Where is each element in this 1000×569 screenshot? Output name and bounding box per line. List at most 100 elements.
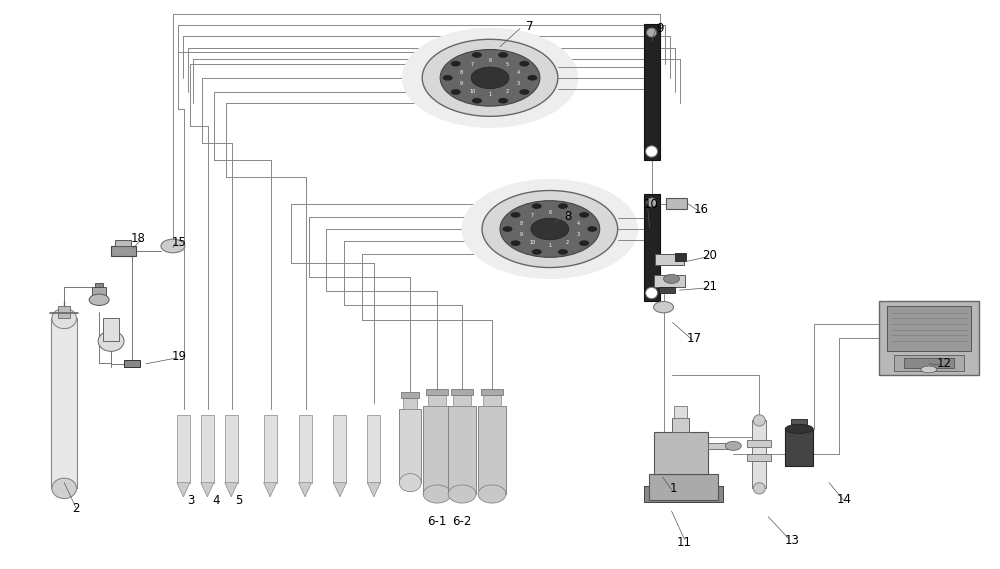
Ellipse shape xyxy=(725,442,741,451)
Circle shape xyxy=(472,98,482,104)
Text: 5: 5 xyxy=(506,61,509,67)
Text: 10: 10 xyxy=(529,240,535,245)
Text: 8: 8 xyxy=(520,221,523,226)
Ellipse shape xyxy=(422,39,558,116)
Circle shape xyxy=(511,212,521,218)
Text: 18: 18 xyxy=(131,232,145,245)
Circle shape xyxy=(519,89,529,95)
Bar xyxy=(92,287,106,300)
Text: 14: 14 xyxy=(837,493,852,506)
Bar xyxy=(752,420,766,488)
Polygon shape xyxy=(333,483,346,497)
Circle shape xyxy=(587,226,597,232)
Circle shape xyxy=(558,203,568,209)
Ellipse shape xyxy=(98,331,124,351)
Circle shape xyxy=(498,98,508,104)
Text: 3: 3 xyxy=(577,232,580,237)
Ellipse shape xyxy=(785,424,813,434)
Circle shape xyxy=(451,89,461,95)
Text: 5: 5 xyxy=(235,494,242,508)
Bar xyxy=(225,415,238,483)
Ellipse shape xyxy=(531,218,569,240)
Circle shape xyxy=(498,52,508,58)
Bar xyxy=(666,199,687,209)
Text: 11: 11 xyxy=(677,535,692,549)
Circle shape xyxy=(579,212,589,218)
Circle shape xyxy=(502,226,512,232)
Text: 1: 1 xyxy=(670,482,677,495)
Bar xyxy=(115,240,131,246)
Bar xyxy=(791,419,807,429)
Ellipse shape xyxy=(52,478,77,498)
Text: 4: 4 xyxy=(212,494,220,508)
Text: 1: 1 xyxy=(488,92,492,97)
Bar xyxy=(448,406,476,494)
Ellipse shape xyxy=(500,201,600,257)
Text: 6: 6 xyxy=(488,59,492,63)
Ellipse shape xyxy=(423,485,451,503)
Text: 7: 7 xyxy=(526,20,534,34)
Bar xyxy=(483,394,501,406)
Text: 12: 12 xyxy=(936,357,951,370)
Ellipse shape xyxy=(478,485,506,503)
Ellipse shape xyxy=(482,191,618,267)
Polygon shape xyxy=(264,483,277,497)
Text: 13: 13 xyxy=(785,534,800,547)
Bar xyxy=(333,415,346,483)
Ellipse shape xyxy=(399,473,421,492)
Bar xyxy=(428,394,446,406)
Bar xyxy=(201,415,214,483)
Ellipse shape xyxy=(646,146,658,157)
Bar xyxy=(95,283,103,287)
Text: 10: 10 xyxy=(644,197,659,211)
Bar xyxy=(655,254,684,265)
Bar xyxy=(367,415,380,483)
Ellipse shape xyxy=(89,294,109,306)
Circle shape xyxy=(532,249,542,255)
Text: 5: 5 xyxy=(566,213,569,218)
Ellipse shape xyxy=(647,198,657,207)
Text: 8: 8 xyxy=(460,70,463,75)
Polygon shape xyxy=(299,483,312,497)
Ellipse shape xyxy=(402,28,578,128)
Circle shape xyxy=(527,75,537,81)
Bar xyxy=(103,319,119,341)
Bar xyxy=(51,319,77,488)
Bar xyxy=(879,302,979,375)
Text: 17: 17 xyxy=(687,332,702,345)
Ellipse shape xyxy=(753,415,765,426)
Text: 3: 3 xyxy=(517,81,520,85)
Bar xyxy=(264,415,277,483)
Bar xyxy=(58,306,70,319)
Ellipse shape xyxy=(471,67,509,89)
Text: 9: 9 xyxy=(656,22,663,35)
Text: 4: 4 xyxy=(517,70,520,75)
Bar xyxy=(451,389,473,395)
Ellipse shape xyxy=(448,485,476,503)
Text: 20: 20 xyxy=(702,249,717,262)
Bar xyxy=(403,397,417,409)
Circle shape xyxy=(519,61,529,67)
Bar xyxy=(426,389,448,395)
Circle shape xyxy=(532,203,542,209)
Bar xyxy=(674,406,687,418)
Bar xyxy=(644,24,660,160)
Bar xyxy=(785,429,813,465)
Text: 8: 8 xyxy=(564,210,571,223)
Polygon shape xyxy=(367,483,380,497)
Bar xyxy=(481,389,503,395)
Bar xyxy=(654,275,685,287)
Bar xyxy=(401,392,419,398)
Text: 2: 2 xyxy=(506,89,509,94)
Bar xyxy=(644,485,723,502)
Bar xyxy=(478,406,506,494)
Text: 3: 3 xyxy=(187,494,195,508)
Ellipse shape xyxy=(52,308,77,329)
Text: 16: 16 xyxy=(694,203,709,216)
Bar xyxy=(453,394,471,406)
Bar xyxy=(177,415,190,483)
Bar xyxy=(649,474,718,500)
Text: 1: 1 xyxy=(548,244,551,249)
Ellipse shape xyxy=(654,302,674,313)
Text: 6-1: 6-1 xyxy=(427,515,447,527)
